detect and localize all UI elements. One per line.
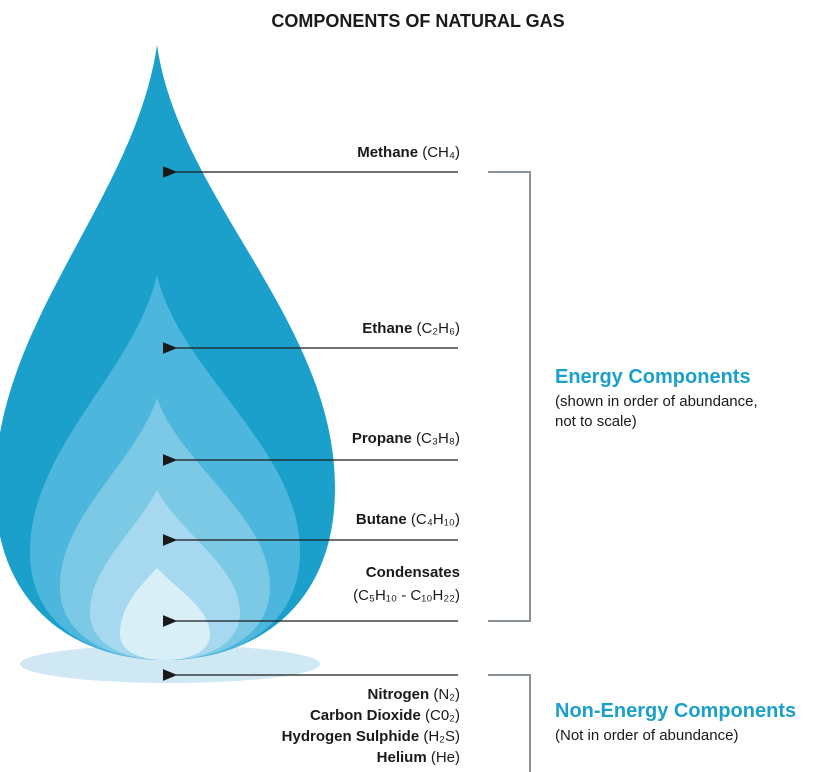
energy-bracket bbox=[488, 172, 530, 621]
component-name: Helium bbox=[377, 749, 427, 766]
energy-note: (shown in order of abundance, bbox=[555, 393, 758, 410]
component-label: Ethane (C₂H₆) bbox=[362, 320, 460, 337]
component-label: Carbon Dioxide (C0₂) bbox=[310, 707, 460, 724]
component-formula: (CH₄) bbox=[422, 144, 460, 161]
component-name: Ethane bbox=[362, 320, 412, 337]
component-name: Carbon Dioxide bbox=[310, 707, 421, 724]
component-label: Propane (C₃H₈) bbox=[352, 430, 460, 447]
component-formula: (C₃H₈) bbox=[416, 430, 460, 447]
energy-note: not to scale) bbox=[555, 413, 637, 430]
component-name: Hydrogen Sulphide bbox=[282, 728, 420, 745]
component-name: Condensates bbox=[366, 564, 460, 581]
title: COMPONENTS OF NATURAL GAS bbox=[271, 11, 564, 31]
non-energy-note: (Not in order of abundance) bbox=[555, 727, 738, 744]
component-label: Hydrogen Sulphide (H₂S) bbox=[282, 728, 460, 745]
component-formula: (He) bbox=[431, 749, 460, 766]
diagram: COMPONENTS OF NATURAL GAS Methane (CH₄) E… bbox=[0, 0, 820, 772]
component-label: Butane (C₄H₁₀) bbox=[356, 511, 460, 528]
component-name: Nitrogen bbox=[368, 686, 430, 703]
component-label: Nitrogen (N₂) bbox=[368, 686, 461, 703]
energy-heading: Energy Components bbox=[555, 366, 751, 388]
component-formula: (C₅H₁₀ - C₁₀H₂₂) bbox=[353, 587, 460, 604]
component-label: Condensates bbox=[366, 564, 460, 581]
component-label: Helium (He) bbox=[377, 749, 460, 766]
flame bbox=[0, 45, 335, 660]
component-name: Butane bbox=[356, 511, 407, 528]
component-label: Methane (CH₄) bbox=[357, 144, 460, 161]
component-name: Propane bbox=[352, 430, 412, 447]
non-energy-bracket bbox=[488, 675, 530, 772]
component-formula: (N₂) bbox=[433, 686, 460, 703]
component-name: Methane bbox=[357, 144, 418, 161]
component-formula: (C₂H₆) bbox=[416, 320, 460, 337]
component-formula: (H₂S) bbox=[423, 728, 460, 745]
non-energy-heading: Non-Energy Components bbox=[555, 700, 796, 722]
component-formula: (C0₂) bbox=[425, 707, 460, 724]
component-formula: (C₄H₁₀) bbox=[411, 511, 460, 528]
